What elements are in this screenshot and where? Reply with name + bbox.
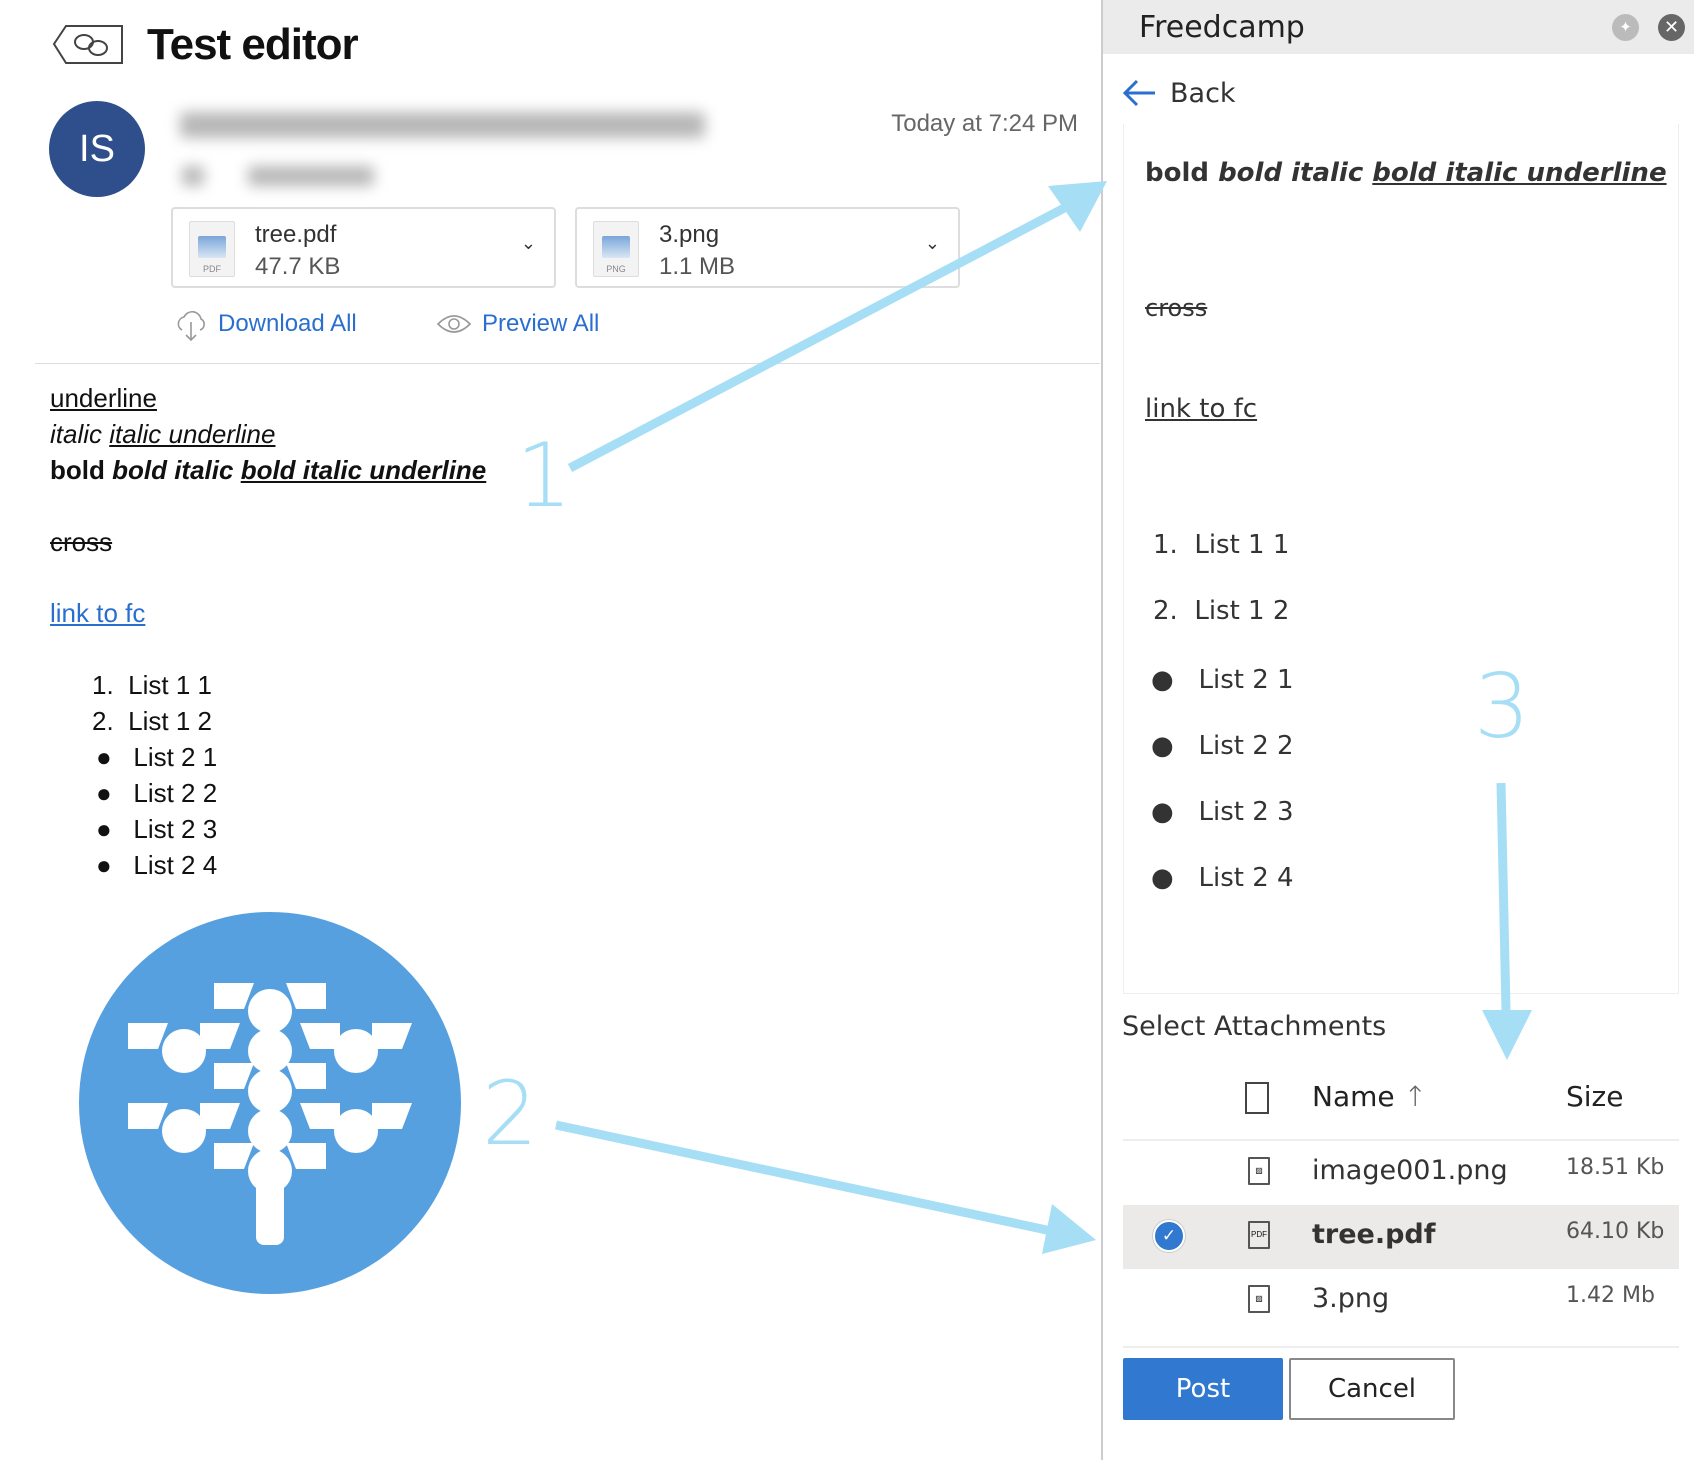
cancel-button[interactable]: Cancel [1289, 1358, 1455, 1420]
annotation-label-3: 3 [1474, 655, 1530, 758]
back-arrow-icon[interactable] [1121, 78, 1157, 113]
pin-icon[interactable]: ✦ [1612, 14, 1639, 41]
sender-redacted [180, 112, 705, 138]
arrow-2 [555, 1120, 1057, 1237]
annotation-label-1: 1 [516, 424, 572, 527]
underline-text: underline [50, 383, 157, 413]
arrow-1-head [1048, 181, 1107, 232]
bold-text: bold bold italic bold italic underline [50, 455, 487, 485]
divider [35, 363, 1100, 364]
annotation-label-2: 2 [482, 1062, 538, 1165]
download-all-link[interactable]: Download All [218, 310, 357, 337]
bullet-list-item: ● List 2 3 [96, 814, 218, 844]
preview-ordered-item: 2. List 1 2 [1153, 596, 1290, 626]
name-column-header[interactable]: Name ↑ [1312, 1080, 1427, 1113]
select-attachments-heading: Select Attachments [1122, 1011, 1387, 1042]
image-file-icon: ▨ [1248, 1157, 1270, 1185]
attachment-name: 3.png [659, 221, 720, 248]
link-to-fc[interactable]: link to fc [50, 598, 146, 628]
attachment-size: 1.1 MB [659, 253, 736, 280]
arrow-2-head [1042, 1204, 1096, 1254]
ordered-list-item: 1. List 1 1 [92, 670, 212, 700]
close-icon[interactable]: ✕ [1658, 14, 1685, 41]
attachment-size: 47.7 KB [255, 253, 341, 280]
strikethrough-text: cross [50, 527, 113, 557]
page-title: Test editor [147, 20, 359, 69]
size-column-header[interactable]: Size [1566, 1080, 1624, 1113]
chevron-down-icon[interactable]: ⌄ [924, 233, 940, 253]
preview-bullet-item: ● List 2 2 [1151, 731, 1294, 761]
panel-title: Freedcamp [1139, 10, 1305, 45]
divider [1123, 1346, 1679, 1348]
sort-ascending-icon: ↑ [1403, 1080, 1427, 1113]
checked-icon[interactable]: ✓ [1153, 1220, 1185, 1252]
pdf-file-icon: PDF [189, 221, 235, 277]
attachment-card[interactable]: PNG 3.png 1.1 MB ⌄ [575, 207, 960, 288]
post-button[interactable]: Post [1123, 1358, 1283, 1420]
back-button[interactable]: Back [1170, 78, 1236, 109]
attachment-row[interactable]: ▨ 3.png 1.42 Mb [1123, 1269, 1679, 1333]
bullet-list-item: ● List 2 4 [96, 850, 218, 880]
message-preview [1123, 124, 1679, 994]
bullet-list-item: ● List 2 2 [96, 778, 218, 808]
freedcamp-logo [78, 911, 462, 1300]
timestamp: Today at 7:24 PM [891, 110, 1078, 137]
attachment-row[interactable]: ▨ image001.png 18.51 Kb [1123, 1141, 1679, 1205]
image-file-icon: ▨ [1248, 1285, 1270, 1313]
preview-link[interactable]: link to fc [1145, 394, 1258, 424]
eye-icon[interactable] [436, 312, 472, 341]
cloud-download-icon[interactable] [174, 306, 208, 347]
pdf-file-icon: PDF [1248, 1221, 1270, 1249]
back-conversation-icon[interactable] [52, 24, 124, 65]
attachment-name: tree.pdf [255, 221, 337, 248]
bullet-list-item: ● List 2 1 [96, 742, 218, 772]
preview-bullet-item: ● List 2 4 [1151, 863, 1294, 893]
recipient-redacted [248, 166, 374, 186]
preview-ordered-item: 1. List 1 1 [1153, 530, 1290, 560]
png-file-icon: PNG [593, 221, 639, 277]
preview-bullet-item: ● List 2 1 [1151, 665, 1294, 695]
attachment-row-selected[interactable]: ✓ PDF tree.pdf 64.10 Kb [1123, 1205, 1679, 1269]
italic-text: italic italic underline [50, 419, 276, 449]
file-type-column-icon [1245, 1082, 1269, 1114]
avatar: IS [49, 101, 145, 197]
divider [1123, 1139, 1679, 1141]
panel-header [1103, 0, 1694, 54]
preview-all-link[interactable]: Preview All [482, 310, 600, 337]
recipient-redacted [182, 166, 204, 186]
preview-bold-text: bold bold italic bold italic underline [1145, 158, 1667, 188]
chevron-down-icon[interactable]: ⌄ [520, 233, 536, 253]
preview-bullet-item: ● List 2 3 [1151, 797, 1294, 827]
preview-strikethrough: cross [1145, 294, 1208, 322]
attachment-card[interactable]: PDF tree.pdf 47.7 KB ⌄ [171, 207, 556, 288]
ordered-list-item: 2. List 1 2 [92, 706, 212, 736]
